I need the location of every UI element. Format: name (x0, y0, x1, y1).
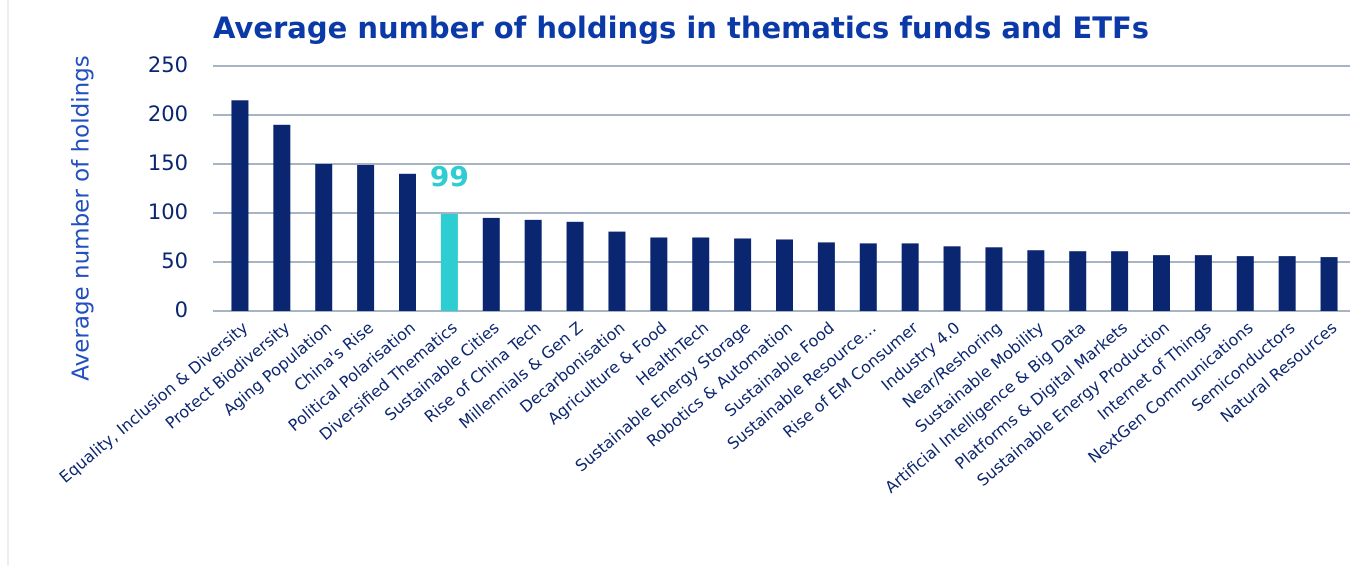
bar (1069, 251, 1087, 311)
y-axis-label: Average number of holdings (69, 55, 95, 381)
bar (1278, 256, 1296, 311)
y-tick-label: 250 (148, 53, 188, 77)
data-label: 99 (430, 160, 469, 193)
bar (608, 231, 626, 311)
bar (357, 164, 375, 311)
bar (440, 213, 458, 311)
bar (901, 243, 919, 311)
bar (1111, 251, 1129, 311)
bar (231, 100, 249, 311)
y-tick-label: 150 (148, 151, 188, 175)
bar (859, 243, 877, 311)
bar (399, 173, 416, 311)
bar (1320, 257, 1338, 311)
bar (1153, 255, 1170, 311)
bar (692, 237, 710, 311)
bar (1194, 255, 1212, 311)
chart-title: Average number of holdings in thematics … (213, 11, 1149, 45)
bar (273, 124, 291, 311)
y-tick-label: 200 (148, 102, 188, 126)
y-tick-label: 0 (175, 298, 188, 322)
bar (985, 247, 1003, 311)
bar (650, 237, 668, 311)
bar (315, 164, 333, 311)
bar (817, 242, 835, 311)
bar (734, 238, 752, 311)
bar (1236, 256, 1254, 311)
bar (566, 221, 584, 311)
y-tick-label: 50 (161, 249, 188, 273)
bar (1027, 250, 1045, 311)
bar (943, 246, 961, 311)
bar (524, 219, 542, 311)
bar (482, 217, 500, 311)
y-tick-label: 100 (148, 200, 188, 224)
bar (776, 239, 793, 311)
